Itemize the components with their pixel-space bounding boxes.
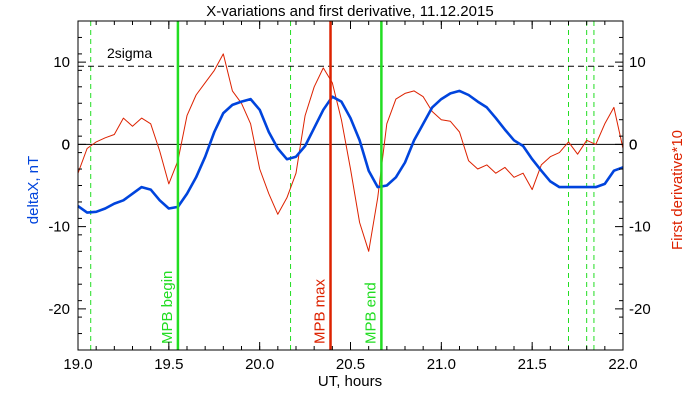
y-tick-label-left-1: 0	[62, 136, 70, 153]
x-tick-label-2: 20.0	[245, 356, 274, 373]
x-tick-label-4: 21.0	[427, 356, 456, 373]
y-tick-label-right-3: -20	[629, 301, 651, 318]
x-tick-label-0: 19.0	[63, 356, 92, 373]
x-axis-label: UT, hours	[318, 373, 382, 390]
y-tick-label-right-2: -10	[629, 219, 651, 236]
x-tick-label-6: 22.0	[608, 356, 637, 373]
derivative-line	[77, 53, 624, 252]
y-tick-label-left-0: 10	[53, 54, 70, 71]
chart-title: X-variations and first derivative, 11.12…	[206, 3, 493, 20]
y-tick-label-left-2: -10	[48, 219, 70, 236]
x-tick-label-3: 20.5	[336, 356, 365, 373]
y-tick-label-right-1: 0	[629, 136, 637, 153]
vertical-marker-label-1: MPB max	[312, 278, 329, 344]
vertical-marker-label-0: MPB begin	[159, 271, 176, 344]
x-tick-label-5: 21.5	[518, 356, 547, 373]
y-axis-label-left: deltaX, nT	[25, 156, 42, 224]
plot-area: MPB begin MPB max MPB end	[77, 20, 624, 351]
deltax-line	[77, 89, 624, 214]
y-tick-label-right-zero: 0	[629, 136, 637, 153]
x-tick-label-1: 19.5	[154, 356, 183, 373]
vertical-marker-label-2: MPB end	[362, 282, 379, 344]
y-axis-label-right: First derivative*10	[669, 130, 686, 250]
y-tick-label-left-3: -20	[48, 301, 70, 318]
y-tick-label-left-zero: 0	[62, 136, 70, 153]
y-tick-label-right-0: 10	[629, 54, 646, 71]
sigma-label: 2sigma	[107, 45, 152, 61]
